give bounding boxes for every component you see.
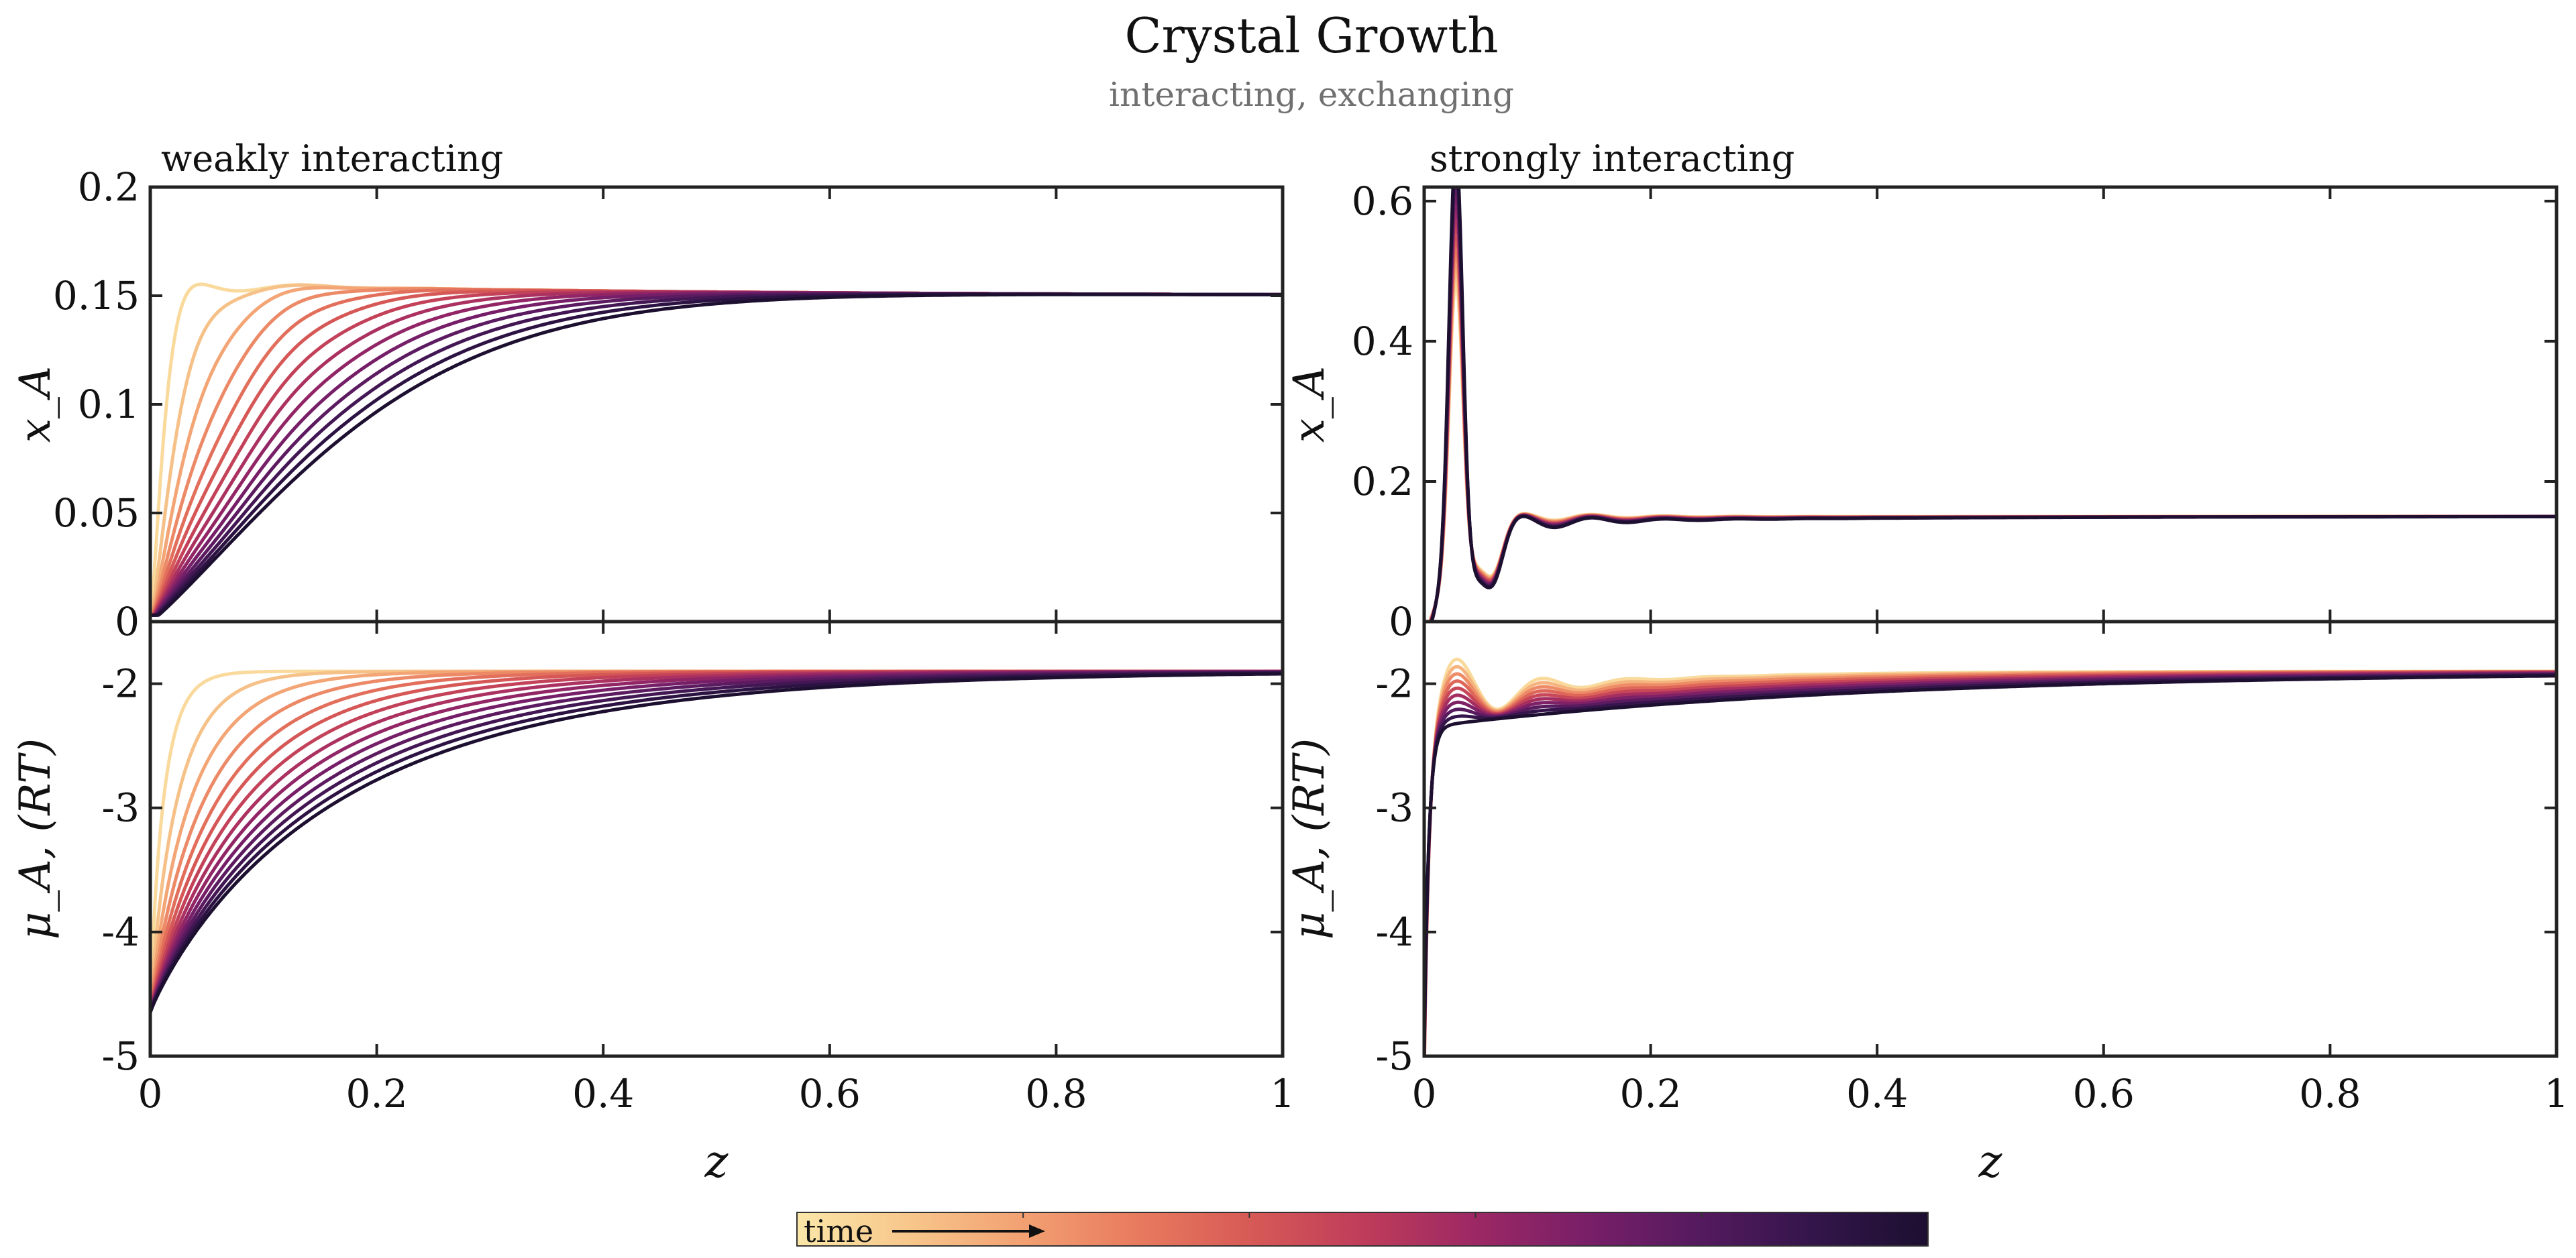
- series-line: [1424, 187, 2557, 622]
- colorbar-gradient: [796, 1212, 1929, 1247]
- series-line: [1424, 220, 2557, 622]
- axes-frame: [1422, 185, 2559, 624]
- y-tick-label: -2: [102, 661, 140, 707]
- x-tick-label: 0.2: [345, 1071, 407, 1117]
- series-line: [1424, 187, 2557, 622]
- x-tick-label: 0.6: [799, 1071, 861, 1117]
- series-line: [150, 286, 1283, 617]
- series-line: [1424, 671, 2557, 1056]
- series-line: [1424, 278, 2557, 622]
- time-arrow-head: [1029, 1224, 1045, 1238]
- y-tick-label: -2: [1376, 661, 1414, 707]
- y-axis-label: μ_A, (RT): [1285, 738, 1334, 939]
- panel-2: 0 0.2 0.4 0.6 0.8 1 -5 -4 -3 -2 μ_A, (RT) z: [11, 620, 1295, 1188]
- y-axis-label: μ_A, (RT): [11, 738, 60, 939]
- x-tick-label: 0.2: [1619, 1071, 1681, 1117]
- figure-title: Crystal Growth: [1124, 7, 1498, 64]
- series-line: [1424, 657, 2557, 1056]
- x-tick-label: 0.4: [1846, 1071, 1908, 1117]
- series-line: [150, 671, 1283, 1013]
- x-tick-label: 0: [138, 1071, 163, 1117]
- series-line: [1424, 672, 2557, 1056]
- y-tick-label: 0.4: [1352, 319, 1413, 364]
- series-line: [150, 292, 1283, 617]
- series-line: [150, 669, 1283, 1013]
- series-line: [150, 282, 1283, 617]
- series-line: [150, 287, 1283, 617]
- series-line: [150, 672, 1283, 1013]
- plot-panels: 0 0.05 0.1 0.15 0.2 weakly interacting x_A 0 0.2…: [11, 137, 2569, 1188]
- series-line: [1424, 670, 2557, 1056]
- series-line: [1424, 264, 2557, 622]
- panel-title: strongly interacting: [1430, 137, 1794, 180]
- y-tick-label: 0: [115, 599, 140, 644]
- axes-frame: [1422, 620, 2559, 1058]
- y-tick-label: -4: [1376, 909, 1414, 955]
- y-tick-label: -3: [1376, 785, 1414, 831]
- axes-frame: [148, 620, 1285, 1058]
- y-tick-label: -3: [102, 785, 140, 831]
- y-tick-label: 0.6: [1352, 178, 1413, 224]
- panel-title: weakly interacting: [161, 137, 503, 180]
- series-group: [1424, 187, 2557, 622]
- y-axis-label: x_A: [11, 366, 60, 443]
- x-tick-label: 0.4: [572, 1071, 634, 1117]
- series-line: [1424, 670, 2557, 1056]
- series-group: [1424, 657, 2557, 1056]
- series-line: [1424, 187, 2557, 622]
- y-tick-label: 0.05: [53, 490, 140, 536]
- series-line: [1424, 665, 2557, 1056]
- series-line: [1424, 235, 2557, 622]
- y-tick-label: 0.2: [1352, 459, 1413, 504]
- series-line: [150, 290, 1283, 617]
- series-line: [150, 283, 1283, 617]
- x-tick-label: 0.8: [1025, 1071, 1087, 1117]
- series-line: [1424, 674, 2557, 1050]
- colorbar: time: [796, 1212, 1929, 1249]
- series-line: [150, 290, 1283, 617]
- y-tick-label: 0.15: [53, 273, 140, 319]
- panel-4: 0 0.2 0.4 0.6 0.8 1 -5 -4 -3 -2 μ_A, (RT) z: [1285, 620, 2569, 1188]
- x-tick-label: 0.8: [2299, 1071, 2361, 1117]
- series-line: [1424, 191, 2557, 622]
- x-tick-label: 0.6: [2073, 1071, 2135, 1117]
- x-tick-label: 1: [2544, 1071, 2569, 1117]
- series-group: [150, 282, 1283, 617]
- y-axis-label: x_A: [1285, 366, 1334, 443]
- y-tick-label: -5: [102, 1033, 140, 1079]
- y-tick-label: -4: [102, 909, 140, 955]
- series-group: [150, 669, 1283, 1013]
- x-axis-label: z: [704, 1136, 729, 1188]
- series-line: [1424, 671, 2557, 1056]
- series-line: [150, 289, 1283, 617]
- colorbar-label: time: [804, 1213, 873, 1249]
- series-line: [1424, 206, 2557, 622]
- series-line: [1424, 670, 2557, 1056]
- x-axis-label: z: [1978, 1136, 2003, 1188]
- panel-1: 0 0.05 0.1 0.15 0.2 weakly interacting x_A: [11, 137, 1285, 644]
- x-tick-label: 0: [1412, 1071, 1437, 1117]
- y-tick-label: -5: [1376, 1033, 1414, 1079]
- y-tick-label: 0: [1389, 599, 1413, 644]
- x-tick-label: 1: [1271, 1071, 1295, 1117]
- series-line: [1424, 673, 2557, 1054]
- y-tick-label: 0.2: [78, 164, 140, 210]
- figure-subtitle: interacting, exchanging: [1109, 75, 1514, 114]
- y-tick-label: 0.1: [78, 382, 140, 427]
- series-line: [1424, 249, 2557, 622]
- panel-3: 0 0.2 0.4 0.6 strongly interacting x_A: [1285, 137, 2559, 644]
- series-line: [150, 288, 1283, 617]
